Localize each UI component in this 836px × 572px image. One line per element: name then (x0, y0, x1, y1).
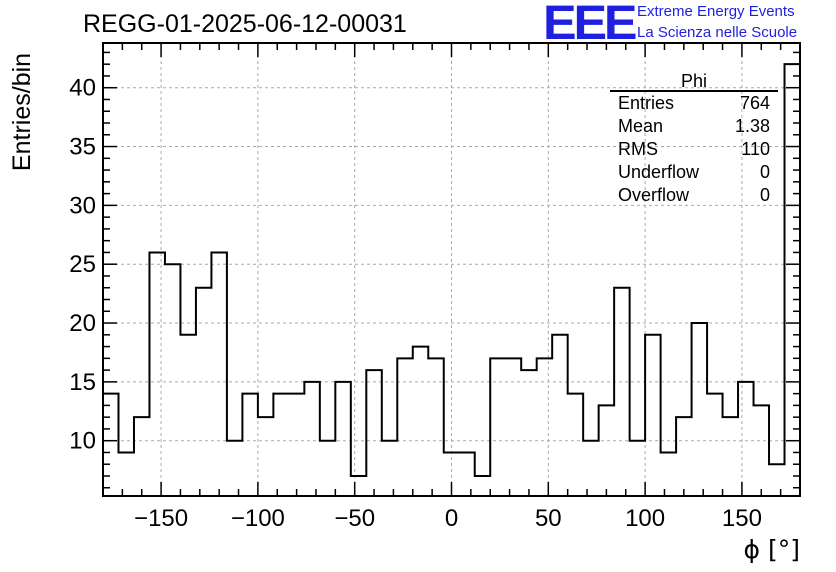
stats-value: 764 (739, 93, 770, 113)
histogram-bin (134, 417, 149, 496)
y-axis-label: Entries/bin (8, 53, 36, 171)
stats-label: Entries (618, 93, 675, 113)
histogram-bin (211, 252, 226, 496)
histogram-bin (785, 64, 800, 496)
x-axis-label: ϕ [°] (744, 535, 800, 564)
histogram-bin (692, 323, 707, 496)
y-tick-label: 10 (69, 428, 96, 455)
stats-label: Overflow (618, 185, 690, 205)
stats-value: 110 (741, 139, 770, 159)
histogram-bin (723, 417, 738, 496)
stats-label: Underflow (618, 162, 700, 182)
org-subtitle: La Scienza nelle Scuole (637, 24, 798, 41)
stats-row-underflow: Underflow 0 (610, 161, 778, 184)
y-tick-label: 30 (69, 192, 96, 219)
histogram-bin (614, 288, 629, 496)
histogram-bin (537, 358, 552, 496)
y-tick-label: 15 (69, 369, 96, 396)
histogram-bin (428, 358, 443, 496)
stats-row-entries: Entries 764 (610, 92, 778, 115)
stats-value: 0 (759, 185, 770, 205)
x-tick-label: −100 (231, 505, 285, 532)
y-tick-label: 35 (69, 134, 96, 161)
histogram-bin (289, 394, 304, 496)
histogram-bin (599, 405, 614, 496)
run-title: REGG-01-2025-06-12-00031 (83, 10, 407, 38)
stats-value: 1.38 (734, 116, 770, 136)
x-tick-label: 150 (722, 505, 762, 532)
histogram-bin (397, 358, 412, 496)
histogram-bin (273, 394, 288, 496)
histogram-bin (490, 358, 505, 496)
stats-row-mean: Mean 1.38 (610, 115, 778, 138)
histogram-bin (149, 252, 164, 496)
histogram-bin (568, 394, 583, 496)
stats-row-rms: RMS 110 (610, 138, 778, 161)
x-tick-label: −150 (134, 505, 188, 532)
stats-box: Phi Entries 764 Mean 1.38 RMS 110 Underf… (610, 70, 778, 207)
histogram-bin (227, 441, 242, 496)
histogram-bin (304, 382, 319, 496)
histogram-bin (645, 335, 660, 496)
y-tick-label: 40 (69, 75, 96, 102)
histogram-bin (320, 441, 335, 496)
histogram-bin (351, 476, 366, 496)
y-tick-label: 20 (69, 310, 96, 337)
stats-value: 0 (759, 162, 770, 182)
x-tick-label: −50 (334, 505, 375, 532)
stats-label: RMS (618, 139, 658, 159)
y-axis-ticks: 10 15 20 25 30 35 40 (69, 51, 800, 489)
histogram-bin (413, 347, 428, 496)
grid-lines (103, 43, 800, 496)
histogram-bins (103, 63, 800, 496)
eee-logo: EEE (543, 0, 638, 50)
org-name: Extreme Energy Events (637, 3, 795, 20)
histogram-bin (180, 335, 195, 496)
histogram-bin (707, 394, 722, 496)
histogram-bin (196, 288, 211, 496)
histogram-bin (335, 382, 350, 496)
histogram-bin (676, 417, 691, 496)
histogram-bin (103, 394, 118, 496)
histogram-bin (754, 405, 769, 496)
histogram-bin (506, 358, 521, 496)
histogram-bin (242, 394, 257, 496)
histogram-bin (552, 335, 567, 496)
histogram-bin (521, 370, 536, 496)
histogram-outline (103, 63, 800, 477)
stats-row-overflow: Overflow 0 (610, 184, 778, 207)
histogram-bin (630, 441, 645, 496)
histogram-bin (661, 452, 676, 496)
histogram-bin (258, 417, 273, 496)
histogram-bin (475, 476, 490, 496)
y-tick-label: 25 (69, 251, 96, 278)
x-tick-label: 100 (625, 505, 665, 532)
histogram-bin (583, 441, 598, 496)
stats-title: Phi (610, 70, 778, 92)
histogram-bin (738, 382, 753, 496)
x-tick-label: 0 (445, 505, 458, 532)
histogram-bin (366, 370, 381, 496)
stats-label: Mean (618, 116, 664, 136)
x-tick-label: 50 (535, 505, 562, 532)
x-axis-ticks: −150 −100 −50 0 50 100 150 (102, 43, 801, 532)
histogram-bin (769, 464, 784, 496)
histogram-bin (382, 441, 397, 496)
histogram-bin (459, 452, 474, 496)
histogram-bin (165, 264, 180, 496)
histogram-bin (118, 452, 133, 496)
